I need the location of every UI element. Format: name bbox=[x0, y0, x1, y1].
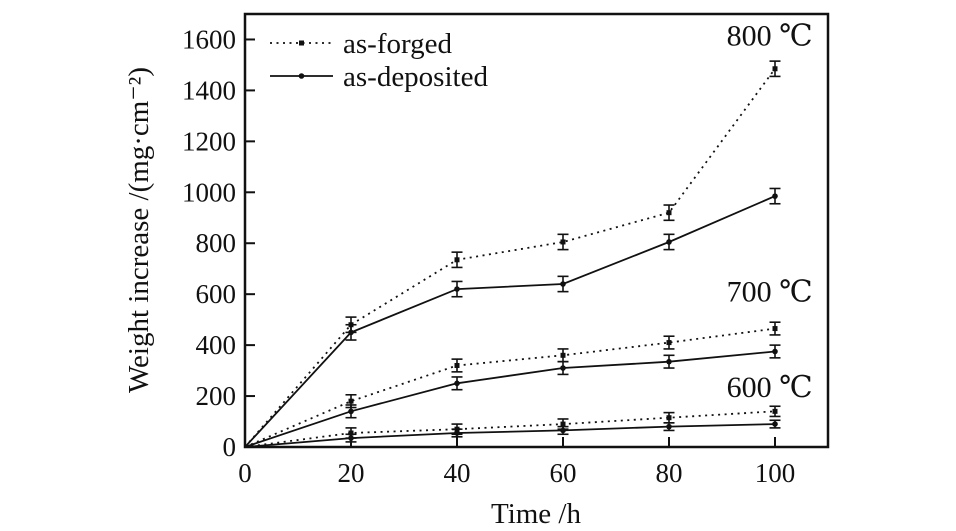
data-point-marker bbox=[560, 421, 566, 427]
data-point-marker bbox=[560, 239, 566, 245]
data-point-marker bbox=[772, 326, 778, 332]
series-line bbox=[244, 68, 776, 448]
series-line bbox=[244, 350, 776, 448]
y-tick-label: 200 bbox=[196, 381, 237, 411]
legend-circle-marker-icon bbox=[298, 73, 305, 79]
legend: as-forged as-deposited bbox=[270, 28, 488, 93]
data-point-marker bbox=[348, 408, 354, 415]
x-tick-label: 20 bbox=[338, 458, 365, 488]
series-as-deposited-700- bbox=[244, 344, 781, 448]
plot-area bbox=[243, 12, 830, 449]
series-as-deposited-800- bbox=[244, 187, 781, 448]
series-line bbox=[244, 423, 776, 448]
data-point-marker bbox=[666, 340, 672, 346]
data-point-marker bbox=[454, 380, 460, 387]
data-series bbox=[244, 60, 781, 448]
data-point-marker bbox=[772, 193, 778, 199]
y-tick-label: 1000 bbox=[182, 177, 236, 207]
data-point-marker bbox=[454, 257, 460, 263]
series-line bbox=[244, 410, 776, 448]
data-point-marker bbox=[560, 281, 566, 287]
y-tick-label: 0 bbox=[223, 432, 237, 462]
data-point-marker bbox=[666, 239, 672, 245]
x-tick-label: 60 bbox=[550, 458, 577, 488]
x-tick-label: 0 bbox=[238, 458, 252, 488]
y-tick-label: 800 bbox=[196, 228, 237, 258]
data-point-marker bbox=[348, 430, 354, 436]
temperature-annotations: 800 ℃ 700 ℃ 600 ℃ bbox=[727, 20, 813, 404]
data-point-marker bbox=[772, 66, 778, 72]
x-axis-title: Time /h bbox=[491, 498, 581, 530]
series-line bbox=[244, 327, 776, 448]
x-tick-label: 40 bbox=[444, 458, 471, 488]
series-as-deposited-600- bbox=[244, 419, 781, 448]
data-point-marker bbox=[666, 415, 672, 421]
y-axis-ticks: 0 200 400 600 800 1000 1200 1400 1600 bbox=[182, 24, 255, 462]
temperature-label: 700 ℃ bbox=[727, 276, 813, 309]
y-tick-label: 1200 bbox=[182, 126, 236, 156]
data-point-marker bbox=[454, 286, 460, 292]
data-point-marker bbox=[666, 210, 672, 216]
legend-square-marker-icon bbox=[299, 40, 304, 46]
data-point-marker bbox=[454, 362, 460, 368]
legend-item-as-deposited: as-deposited bbox=[270, 61, 488, 93]
legend-label-as-forged: as-forged bbox=[343, 28, 452, 60]
temperature-label: 800 ℃ bbox=[727, 20, 813, 53]
x-axis-ticks: 0 20 40 60 80 100 bbox=[238, 437, 795, 488]
series-as-forged-700- bbox=[244, 321, 781, 448]
data-point-marker bbox=[666, 358, 672, 365]
series-as-forged-800- bbox=[244, 60, 781, 448]
data-point-marker bbox=[560, 427, 566, 434]
x-tick-label: 80 bbox=[656, 458, 683, 488]
y-tick-label: 600 bbox=[196, 279, 237, 309]
temperature-label: 600 ℃ bbox=[727, 371, 813, 404]
y-tick-label: 400 bbox=[196, 330, 237, 360]
data-point-marker bbox=[772, 408, 778, 414]
data-point-marker bbox=[666, 423, 672, 430]
data-point-marker bbox=[560, 365, 566, 371]
data-point-marker bbox=[348, 329, 354, 336]
y-tick-label: 1400 bbox=[182, 75, 236, 105]
legend-label-as-deposited: as-deposited bbox=[343, 61, 488, 93]
series-line bbox=[244, 195, 776, 448]
y-axis-title: Weight increase /(mg·cm⁻²) bbox=[123, 67, 155, 393]
y-tick-label: 1600 bbox=[182, 24, 236, 54]
data-point-marker bbox=[772, 421, 778, 427]
data-point-marker bbox=[560, 352, 566, 358]
legend-item-as-forged: as-forged bbox=[270, 28, 452, 60]
data-point-marker bbox=[348, 398, 354, 404]
x-tick-label: 100 bbox=[755, 458, 796, 488]
data-point-marker bbox=[772, 348, 778, 355]
data-point-marker bbox=[348, 435, 354, 441]
data-point-marker bbox=[454, 430, 460, 436]
